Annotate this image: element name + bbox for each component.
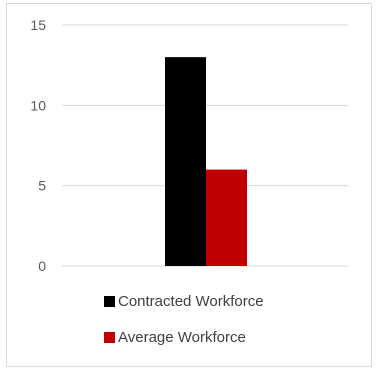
y-tick-label-0: 0: [38, 258, 46, 274]
legend-swatch-average-workforce: [104, 332, 115, 343]
bars: [165, 57, 247, 267]
legend: Contracted Workforce Average Workforce: [104, 293, 264, 346]
y-tick-label-5: 5: [38, 178, 46, 194]
y-tick-label-10: 10: [30, 97, 46, 113]
legend-label-average-workforce: Average Workforce: [118, 329, 246, 346]
legend-label-contracted-workforce: Contracted Workforce: [118, 293, 264, 310]
y-tick-label-15: 15: [30, 17, 46, 33]
bar-contracted-workforce: [165, 57, 206, 267]
bar-average-workforce: [206, 169, 247, 266]
y-axis-tick-labels: 0 5 10 15: [30, 17, 46, 274]
legend-swatch-contracted-workforce: [104, 296, 115, 307]
